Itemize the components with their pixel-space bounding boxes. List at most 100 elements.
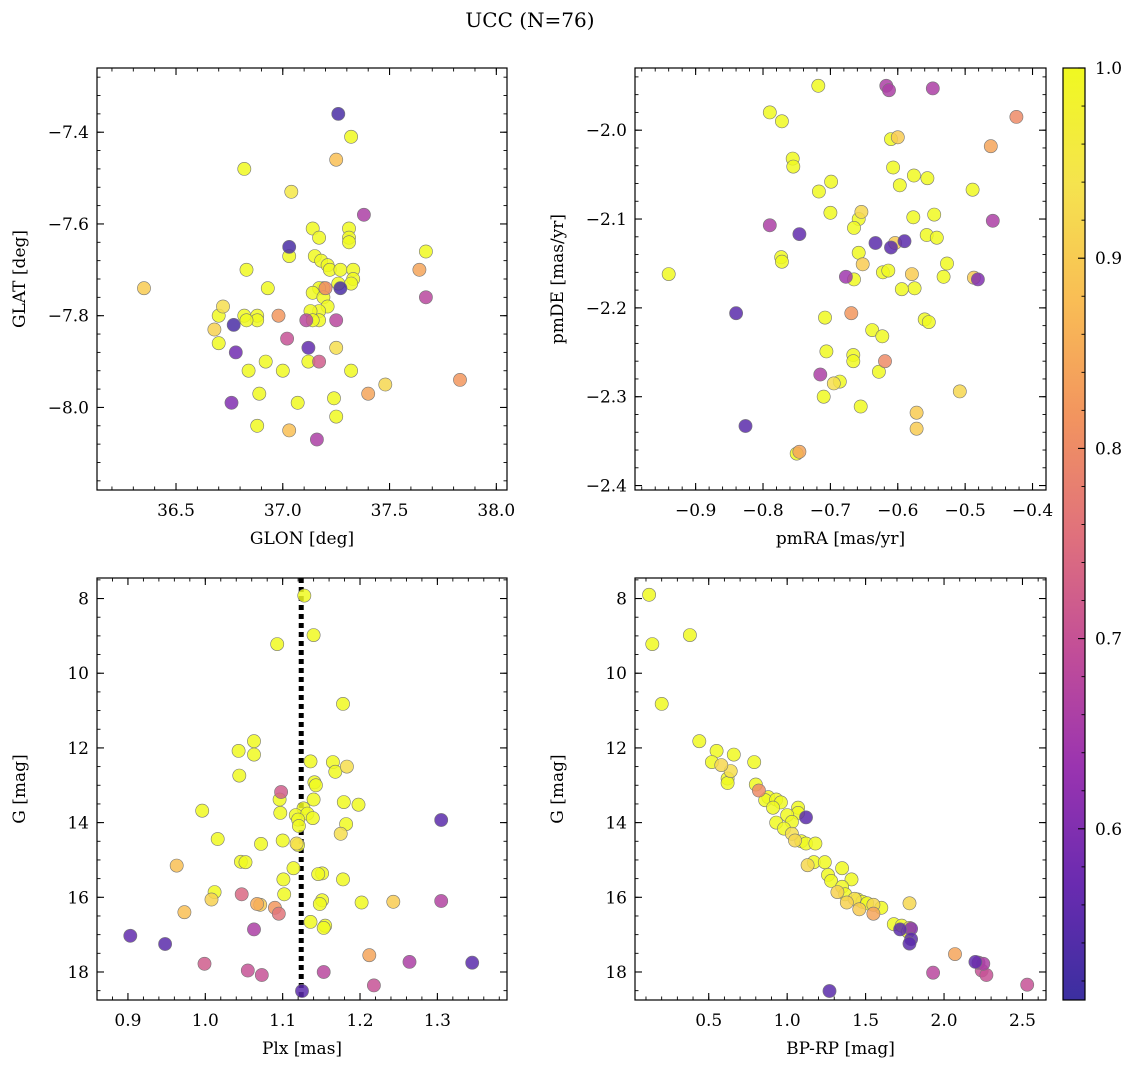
- data-point: [661, 267, 676, 281]
- data-point: [940, 256, 954, 271]
- data-point: [282, 423, 297, 438]
- x-tick-label: 37.5: [371, 501, 409, 521]
- data-point: [839, 269, 853, 284]
- data-point: [284, 184, 299, 199]
- y-tick-label: −7.4: [48, 123, 89, 143]
- y-tick-label: 18: [605, 963, 627, 983]
- data-point: [333, 826, 348, 841]
- x-tick-label: −0.5: [945, 501, 986, 521]
- x-tick-label: 1.3: [424, 1011, 451, 1031]
- plot-area: [661, 78, 1024, 461]
- data-point: [254, 968, 269, 982]
- data-point: [169, 858, 184, 873]
- data-point: [289, 836, 304, 851]
- y-tick-label: −2.3: [586, 388, 627, 408]
- data-point: [234, 887, 249, 902]
- data-point: [726, 747, 741, 762]
- data-point: [799, 810, 813, 825]
- data-point: [926, 965, 940, 980]
- y-axis-label: G [mag]: [548, 754, 568, 823]
- data-point: [720, 776, 735, 790]
- data-point: [925, 81, 940, 96]
- data-point: [775, 254, 789, 269]
- y-tick-label: 12: [605, 739, 627, 759]
- data-point: [336, 795, 351, 809]
- data-point: [254, 837, 268, 851]
- data-point: [909, 405, 924, 420]
- data-point: [295, 984, 309, 998]
- data-point: [905, 267, 919, 281]
- data-point: [890, 130, 905, 145]
- data-point: [822, 984, 837, 998]
- colorbar-tick-label: 1.0: [1095, 59, 1122, 79]
- data-point: [306, 628, 321, 642]
- data-point: [195, 803, 210, 818]
- data-point: [274, 785, 288, 799]
- y-tick-label: 8: [616, 590, 627, 610]
- data-point: [865, 323, 880, 337]
- data-point: [823, 205, 838, 220]
- data-point: [847, 220, 861, 235]
- data-point: [303, 915, 318, 929]
- x-tick-label: 1.1: [269, 1011, 296, 1031]
- panel-pmra-pmde: −0.9 −0.8 −0.7 −0.6 −0.5 −0.4 −2.4 −2.3 −2.2 −2.1…: [548, 67, 1053, 549]
- plot-area: [123, 578, 480, 1000]
- data-point: [316, 965, 331, 979]
- x-tick-label: 1.0: [774, 1011, 801, 1031]
- data-point: [344, 363, 358, 378]
- y-tick-label: 16: [605, 888, 627, 908]
- data-point: [881, 263, 896, 278]
- x-axis-label: GLON [deg]: [250, 529, 354, 549]
- data-point: [892, 178, 907, 193]
- data-point: [884, 240, 898, 255]
- data-point: [766, 800, 780, 815]
- data-point: [240, 963, 255, 978]
- data-point: [642, 587, 656, 602]
- x-tick-label: 1.2: [346, 1011, 373, 1031]
- data-point: [366, 978, 381, 993]
- data-point: [329, 409, 344, 424]
- x-tick-label: 38.0: [477, 501, 515, 521]
- data-point: [137, 281, 151, 296]
- y-tick-label: −2.1: [586, 210, 627, 230]
- data-point: [985, 213, 1000, 228]
- axes-frame: [96, 67, 508, 491]
- data-point: [299, 313, 314, 328]
- data-point: [312, 230, 326, 245]
- y-tick-label: 14: [67, 814, 89, 834]
- data-point: [788, 833, 802, 848]
- data-point: [824, 874, 838, 888]
- data-point: [971, 272, 985, 287]
- data-point: [270, 637, 285, 651]
- data-point: [729, 306, 743, 321]
- data-point: [250, 897, 264, 911]
- y-tick-label: −7.6: [48, 215, 89, 235]
- data-point: [434, 813, 449, 827]
- data-point: [247, 922, 261, 937]
- data-point: [402, 955, 417, 969]
- y-tick-label: 10: [605, 664, 627, 684]
- data-point: [1020, 977, 1035, 992]
- y-tick-label: 18: [67, 963, 89, 983]
- data-point: [813, 367, 828, 382]
- axes-frame: [634, 67, 1047, 491]
- data-point: [965, 182, 980, 197]
- data-point: [356, 207, 371, 222]
- data-point: [329, 340, 344, 355]
- colorbar-tick-label: 0.8: [1095, 439, 1122, 459]
- data-point: [309, 432, 324, 447]
- data-point: [878, 354, 892, 369]
- data-point: [826, 376, 841, 391]
- data-point: [434, 894, 449, 908]
- x-tick-label: 1.5: [852, 1011, 879, 1031]
- data-point: [907, 281, 922, 296]
- axes-frame: [96, 577, 508, 1001]
- x-tick-label: 1.0: [192, 1011, 219, 1031]
- data-point: [211, 336, 226, 351]
- x-tick-label: 2.0: [931, 1011, 958, 1031]
- data-point: [852, 902, 867, 917]
- y-tick-label: 10: [67, 664, 89, 684]
- data-point: [333, 281, 348, 296]
- data-point: [909, 421, 924, 436]
